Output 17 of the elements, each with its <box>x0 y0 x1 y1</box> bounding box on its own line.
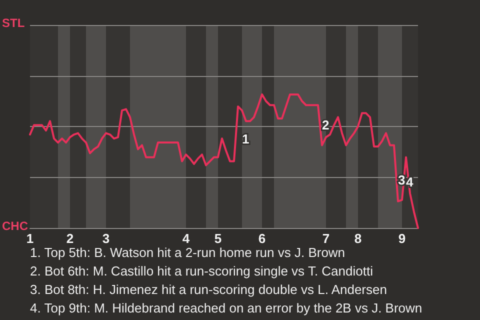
x-tick-label: 1 <box>26 231 34 246</box>
annotation: 1 <box>242 132 250 147</box>
x-tick-label: 9 <box>398 231 406 246</box>
x-tick-label: 3 <box>102 231 110 246</box>
text: 3. Bot 8th: H. Jimenez hit a run-scoring double vs L. Andersen <box>30 282 387 297</box>
x-tick-label: 7 <box>322 231 330 246</box>
text: 4. Top 9th: M. Hildebrand reached on an error by the 2B vs J. Brown <box>30 300 422 316</box>
text: 1. Top 5th: B. Watson hit a 2-run home run vs J. Brown <box>30 245 346 260</box>
text: CHC <box>2 219 28 233</box>
x-tick-label: 5 <box>214 231 222 246</box>
x-tick-label: 8 <box>354 231 362 246</box>
text: STL <box>2 16 25 30</box>
x-tick-label: 6 <box>258 231 266 246</box>
x-tick-label: 2 <box>66 231 74 246</box>
x-tick-label: 4 <box>182 231 190 246</box>
text: 2. Bot 6th: M. Castillo hit a run-scoring single vs T. Candiotti <box>30 264 374 278</box>
annotation: 2 <box>322 118 330 132</box>
